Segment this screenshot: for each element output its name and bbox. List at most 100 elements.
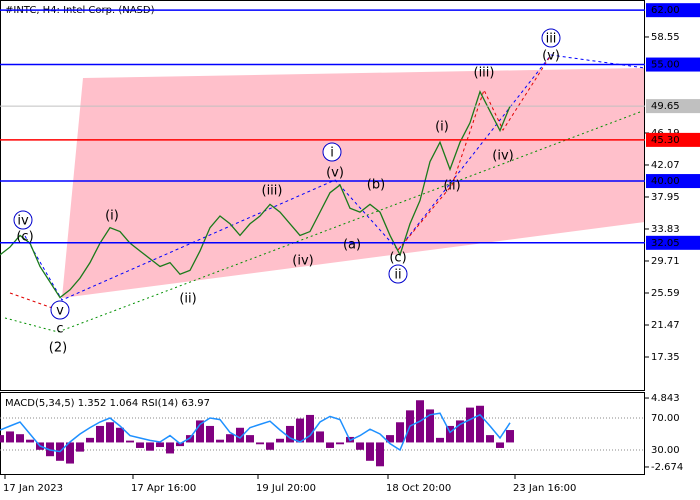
macd-bar xyxy=(396,422,404,443)
wave-circle xyxy=(13,210,33,230)
macd-bar xyxy=(196,420,204,443)
macd-bar xyxy=(446,425,454,443)
wave-label: (ii) xyxy=(179,292,196,307)
wave-label: (v) xyxy=(326,166,344,181)
macd-bar xyxy=(26,439,34,443)
macd-bar xyxy=(0,435,4,443)
wave-label: (2) xyxy=(49,341,67,356)
y-tick-label: 25.59 xyxy=(651,288,680,299)
macd-bar xyxy=(66,442,74,464)
y-tick-label: 70.00 xyxy=(651,413,680,424)
price-label-box xyxy=(646,57,700,72)
wave-label: (i) xyxy=(435,120,449,135)
wave-label: i xyxy=(330,146,334,161)
channel xyxy=(62,68,645,298)
indicator-panel-frame xyxy=(0,392,645,475)
wave-circle xyxy=(388,264,408,284)
rsi-line xyxy=(0,412,511,453)
wave-label: c xyxy=(56,322,63,337)
macd-bar xyxy=(116,427,124,443)
macd-bar xyxy=(386,435,394,443)
macd-bar xyxy=(256,442,264,445)
macd-bar xyxy=(6,431,14,443)
y-tick-label: 30.00 xyxy=(651,445,680,456)
y-tick-label: 29.71 xyxy=(651,256,680,267)
wave-label: (v) xyxy=(542,49,560,64)
macd-bar xyxy=(106,422,114,443)
macd-bar xyxy=(246,435,254,443)
wave-label: (c) xyxy=(16,230,33,245)
wave-label: (a) xyxy=(343,238,361,253)
y-tick-label: 33.83 xyxy=(651,224,680,235)
macd-bar xyxy=(426,409,434,443)
macd-bar xyxy=(456,420,464,443)
y-tick-label: -2.674 xyxy=(651,462,683,473)
price-label-box xyxy=(646,99,700,114)
wave-circle xyxy=(541,28,561,48)
wave-label: (i) xyxy=(105,209,119,224)
y-tick-label: 37.95 xyxy=(651,192,680,203)
wave-label: (c) xyxy=(389,251,406,266)
wave-label: (ii) xyxy=(443,179,460,194)
wave-label: (iii) xyxy=(474,66,495,81)
macd-bar xyxy=(286,425,294,443)
x-tick-label: 18 Oct 20:00 xyxy=(386,483,451,494)
macd-bar xyxy=(306,414,314,443)
wave-label: iii xyxy=(546,32,557,47)
macd-bar xyxy=(436,437,444,443)
x-tick-label: 17 Jan 2023 xyxy=(3,483,63,494)
macd-bar xyxy=(356,442,364,450)
price-label: 55.00 xyxy=(651,60,680,71)
y-tick-label: 17.35 xyxy=(651,352,680,363)
wave-label: v xyxy=(56,304,64,319)
price-label: 62.00 xyxy=(651,5,680,16)
price-label: 45.30 xyxy=(651,135,680,146)
price-label-box xyxy=(646,3,700,18)
macd-bar xyxy=(276,438,284,443)
price-label-box xyxy=(646,235,700,250)
macd-bar xyxy=(476,405,484,443)
macd-bar xyxy=(166,442,174,454)
macd-bar xyxy=(466,407,474,443)
macd-bar xyxy=(76,442,84,452)
macd-bar xyxy=(326,442,334,448)
wave-label: (iv) xyxy=(492,149,513,164)
wave-circle xyxy=(50,300,70,320)
macd-bar xyxy=(316,431,324,443)
price-label-box xyxy=(646,132,700,147)
x-tick-label: 17 Apr 16:00 xyxy=(131,483,196,494)
wave-label: (iv) xyxy=(292,254,313,269)
macd-bar xyxy=(96,425,104,443)
macd-bar xyxy=(136,442,144,448)
wave-label: iv xyxy=(17,214,29,229)
macd-bar xyxy=(206,425,214,443)
macd-bar xyxy=(366,442,374,461)
macd-bar xyxy=(86,437,94,443)
macd-bar xyxy=(126,440,134,443)
macd-bar xyxy=(496,442,504,448)
macd-bar xyxy=(156,442,164,448)
y-tick-label: 58.55 xyxy=(651,32,680,43)
macd-bar xyxy=(216,439,224,443)
macd-bar xyxy=(296,418,304,443)
y-tick-label: 21.47 xyxy=(651,320,680,331)
macd-bar xyxy=(226,434,234,443)
macd-bar xyxy=(336,442,344,445)
price-label-box xyxy=(646,174,700,189)
wave-label: (iii) xyxy=(262,184,283,199)
main-panel-frame xyxy=(0,0,645,391)
macd-bar xyxy=(146,442,154,451)
macd-bar xyxy=(486,435,494,443)
y-tick-label: 42.07 xyxy=(651,160,680,171)
macd-bar xyxy=(16,434,24,443)
x-tick-label: 19 Jul 20:00 xyxy=(256,483,316,494)
wave-path xyxy=(9,292,59,311)
macd-bar xyxy=(506,430,514,443)
x-tick-label: 23 Jan 16:00 xyxy=(513,483,576,494)
wave-path xyxy=(397,54,552,251)
macd-bar xyxy=(266,442,274,450)
macd-bar xyxy=(376,442,384,467)
price-label: 32.05 xyxy=(651,238,680,249)
price-label: 49.65 xyxy=(651,101,680,112)
